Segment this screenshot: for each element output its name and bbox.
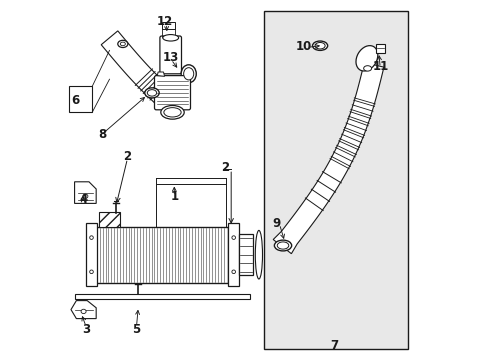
Text: 3: 3 <box>82 323 90 336</box>
Bar <box>99 212 120 227</box>
Ellipse shape <box>312 41 327 50</box>
Ellipse shape <box>81 309 86 314</box>
Text: 7: 7 <box>330 339 338 352</box>
Polygon shape <box>71 301 96 319</box>
Ellipse shape <box>163 35 178 41</box>
Ellipse shape <box>147 90 156 96</box>
Ellipse shape <box>82 194 88 198</box>
Ellipse shape <box>277 242 288 249</box>
Bar <box>75 294 249 299</box>
Ellipse shape <box>231 236 235 239</box>
Text: 13: 13 <box>163 51 179 64</box>
Ellipse shape <box>163 108 181 117</box>
Bar <box>239 234 253 275</box>
Ellipse shape <box>181 65 196 83</box>
Ellipse shape <box>144 88 159 98</box>
Polygon shape <box>101 31 171 105</box>
Ellipse shape <box>118 40 127 48</box>
Ellipse shape <box>120 42 125 46</box>
Ellipse shape <box>89 270 93 274</box>
Text: 10: 10 <box>295 40 311 53</box>
Ellipse shape <box>314 42 325 49</box>
Ellipse shape <box>231 270 235 274</box>
FancyBboxPatch shape <box>160 36 181 74</box>
Text: 2: 2 <box>123 150 131 163</box>
Ellipse shape <box>183 68 193 80</box>
Ellipse shape <box>355 46 377 71</box>
Bar <box>264 11 407 349</box>
Ellipse shape <box>255 230 262 279</box>
FancyBboxPatch shape <box>375 44 384 53</box>
Text: 1: 1 <box>170 190 178 203</box>
Bar <box>228 223 239 286</box>
Ellipse shape <box>363 66 371 71</box>
Text: 5: 5 <box>132 323 141 336</box>
Text: 6: 6 <box>71 94 79 107</box>
Text: 11: 11 <box>372 60 388 73</box>
Text: 4: 4 <box>79 193 87 206</box>
Ellipse shape <box>89 236 93 239</box>
Text: 8: 8 <box>99 129 107 141</box>
Bar <box>69 86 92 112</box>
Bar <box>162 22 175 29</box>
Text: 9: 9 <box>272 217 281 230</box>
FancyBboxPatch shape <box>154 76 190 110</box>
Polygon shape <box>273 62 383 254</box>
Ellipse shape <box>274 240 291 251</box>
Bar <box>86 223 97 286</box>
Polygon shape <box>75 182 96 203</box>
Text: 12: 12 <box>156 15 172 28</box>
Text: 2: 2 <box>220 161 228 174</box>
Ellipse shape <box>161 105 184 119</box>
Bar <box>95 227 228 283</box>
Polygon shape <box>157 72 164 76</box>
